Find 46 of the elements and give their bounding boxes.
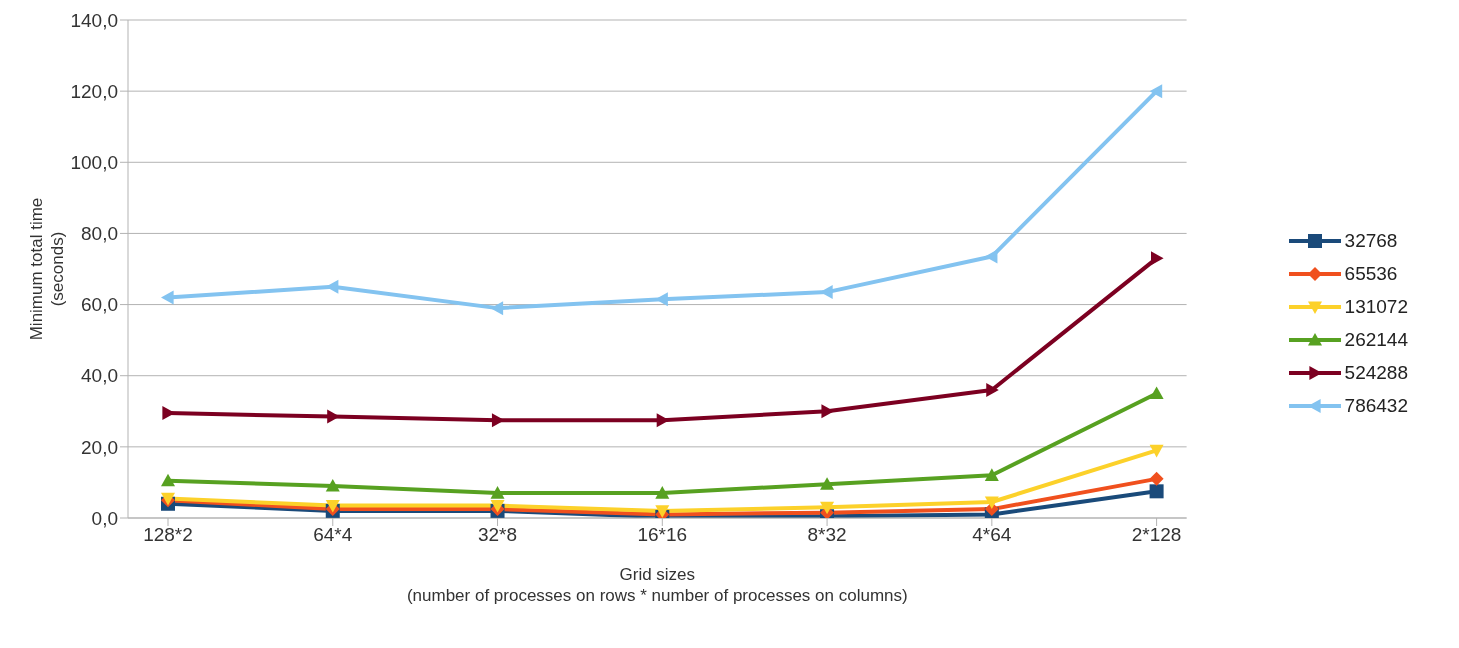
point <box>984 496 999 509</box>
x-tick-label: 16*16 <box>637 524 688 546</box>
y-axis-title: Minimum total time (seconds) <box>27 197 67 341</box>
y-tick-label: 20,0 <box>81 436 118 458</box>
x-tick-label: 32*8 <box>477 524 518 546</box>
legend-label: 131072 <box>1344 295 1408 318</box>
legend-label: 786432 <box>1344 394 1408 417</box>
x-tick-label: 8*32 <box>807 524 847 546</box>
x-tick-label: 4*64 <box>972 524 1012 546</box>
x-tick-label: 128*2 <box>143 524 193 546</box>
y-tick-label: 60,0 <box>81 294 118 316</box>
y-tick-label: 0,0 <box>91 507 118 529</box>
point <box>820 285 833 300</box>
point <box>325 478 340 492</box>
y-tick-label: 140,0 <box>70 9 118 31</box>
y-tick-label: 120,0 <box>70 80 118 102</box>
point <box>1149 471 1164 486</box>
y-tick-label: 40,0 <box>81 365 118 387</box>
x-axis-title: Grid sizes (number of processes on rows * number of processes on columns) <box>406 565 908 605</box>
x-tick-label: 2*128 <box>1131 524 1182 546</box>
point <box>1149 386 1164 400</box>
point <box>655 486 670 499</box>
legend-label: 65536 <box>1344 262 1398 285</box>
point <box>1150 251 1164 266</box>
point <box>161 290 174 305</box>
y-tick-label: 80,0 <box>81 223 118 245</box>
point <box>490 499 505 513</box>
point <box>325 499 340 513</box>
point <box>986 382 999 397</box>
point <box>821 404 835 419</box>
point <box>490 301 504 316</box>
point <box>820 477 835 490</box>
point <box>162 406 175 421</box>
point <box>1149 84 1163 99</box>
point <box>1149 484 1164 499</box>
point <box>984 468 999 481</box>
y-tick-label: 100,0 <box>70 152 118 174</box>
legend-label: 32768 <box>1344 229 1398 252</box>
legend-label: 524288 <box>1344 361 1408 384</box>
point <box>984 249 998 264</box>
point <box>490 486 505 499</box>
point <box>161 473 175 487</box>
point <box>820 501 835 515</box>
legend-label: 262144 <box>1344 328 1408 351</box>
x-tick-label: 64*4 <box>313 524 353 546</box>
point <box>1149 444 1164 458</box>
